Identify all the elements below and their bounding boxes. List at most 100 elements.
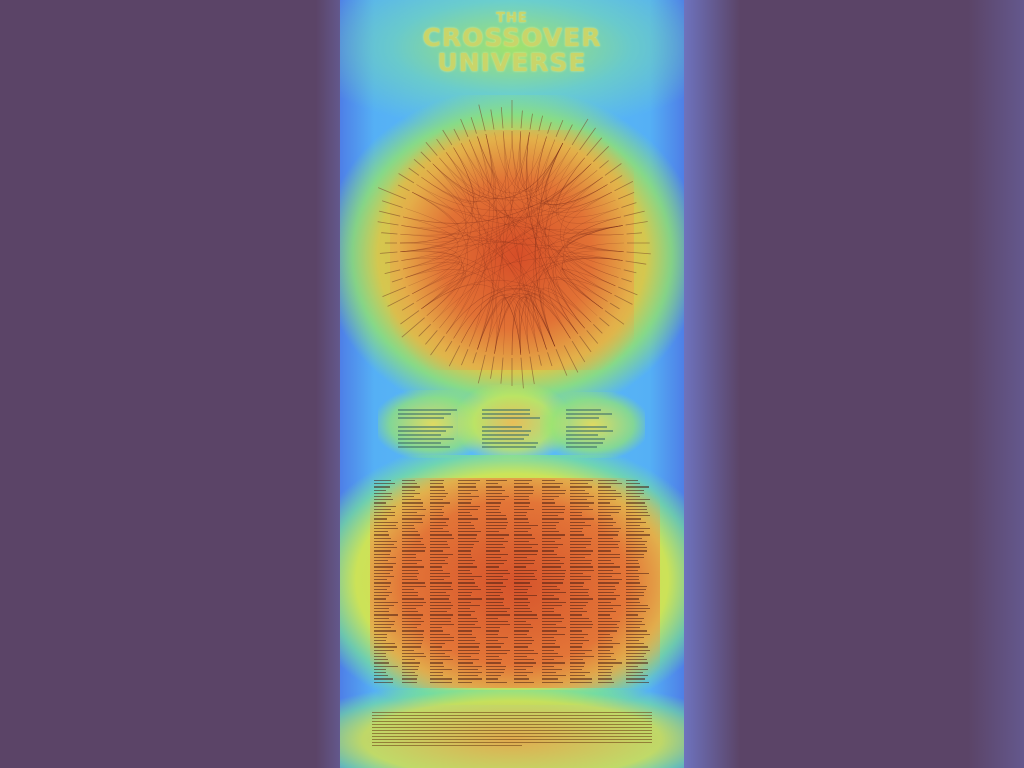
table-row-line (626, 675, 648, 677)
table-row-line (402, 675, 418, 677)
note-text-line (482, 413, 531, 415)
table-row-line (402, 582, 425, 584)
table-row-line (514, 512, 527, 514)
table-row-line (542, 572, 565, 574)
table-row-line (458, 633, 472, 635)
table-row-line (374, 662, 389, 664)
note-text-line (398, 442, 442, 444)
table-row-line (458, 540, 479, 542)
table-row-line (570, 556, 585, 558)
footer-text-line (372, 742, 652, 744)
table-row-line (570, 601, 588, 603)
table-row-line (374, 627, 391, 629)
table-row-line (542, 633, 565, 635)
note-text-line (398, 417, 444, 419)
table-row-line (626, 627, 640, 629)
table-row-line (402, 604, 423, 606)
footer-text-line (372, 727, 652, 729)
table-row-line (430, 579, 444, 581)
table-row-line (486, 572, 510, 574)
series-label-placeholder (500, 357, 504, 384)
table-row-line (458, 604, 480, 606)
table-row-line (626, 537, 642, 539)
table-row-line (374, 547, 397, 549)
table-row-line (374, 643, 395, 645)
table-row-line (402, 643, 422, 645)
table-row-line (402, 636, 424, 638)
table-row-line (458, 656, 471, 658)
table-row-line (374, 540, 397, 542)
table-row-line (458, 588, 481, 590)
table-row-line (570, 572, 583, 574)
table-row-line (458, 572, 472, 574)
table-row-line (598, 620, 620, 622)
table-row-line (374, 665, 398, 667)
table-row-line (374, 672, 386, 674)
table-row-line (626, 566, 640, 568)
table-row-line (542, 640, 556, 642)
series-label-placeholder (614, 294, 633, 305)
table-row-line (542, 659, 554, 661)
table-row-line (598, 496, 622, 498)
table-row-line (486, 633, 498, 635)
table-row-line (374, 611, 389, 613)
table-row-line (570, 524, 591, 526)
table-row-line (458, 681, 472, 683)
footer-text-line (372, 739, 652, 741)
table-row-line (570, 640, 589, 642)
table-row-line (374, 569, 393, 571)
table-row-line (598, 560, 611, 562)
table-row-line (514, 656, 527, 658)
table-row-line (486, 624, 510, 626)
table-row-line (570, 512, 582, 514)
table-row-line (542, 483, 563, 485)
table-row-line (374, 656, 386, 658)
table-row-line (458, 566, 477, 568)
table-row-line (570, 505, 589, 507)
table-row-line (458, 576, 482, 578)
series-label-placeholder (460, 118, 469, 137)
table-row-line (514, 502, 530, 504)
table-row-line (598, 649, 610, 651)
table-row-line (626, 576, 639, 578)
table-column (402, 480, 428, 685)
series-label-placeholder (563, 345, 579, 373)
table-row-line (374, 678, 393, 680)
table-row-line (514, 681, 534, 683)
table-row-line (570, 550, 593, 552)
table-row-line (430, 630, 443, 632)
series-label-placeholder (599, 317, 610, 327)
table-row-line (402, 502, 423, 504)
table-row-line (598, 534, 618, 536)
series-label-placeholder (604, 310, 625, 325)
table-row-line (570, 633, 588, 635)
table-row-line (458, 620, 478, 622)
table-row-line (542, 537, 561, 539)
series-label-placeholder (490, 109, 495, 130)
table-row-line (514, 528, 531, 530)
table-row-line (598, 537, 613, 539)
table-row-line (402, 681, 417, 683)
table-row-line (486, 569, 508, 571)
table-row-line (374, 524, 396, 526)
table-row-line (486, 540, 508, 542)
table-row-line (374, 640, 386, 642)
table-row-line (542, 544, 563, 546)
note-center (482, 402, 544, 450)
crossover-link (460, 294, 539, 352)
table-column (570, 480, 596, 685)
table-row-line (402, 627, 417, 629)
table-row-line (458, 483, 476, 485)
note-left-heading (398, 402, 460, 406)
table-row-line (486, 598, 504, 600)
table-row-line (458, 518, 478, 520)
table-row-line (402, 489, 415, 491)
table-row-line (430, 643, 445, 645)
table-row-line (514, 553, 537, 555)
table-row-line (570, 678, 592, 680)
table-row-line (598, 563, 614, 565)
table-row-line (486, 492, 502, 494)
table-row-line (626, 560, 638, 562)
table-row-line (430, 566, 442, 568)
table-row-line (430, 544, 448, 546)
